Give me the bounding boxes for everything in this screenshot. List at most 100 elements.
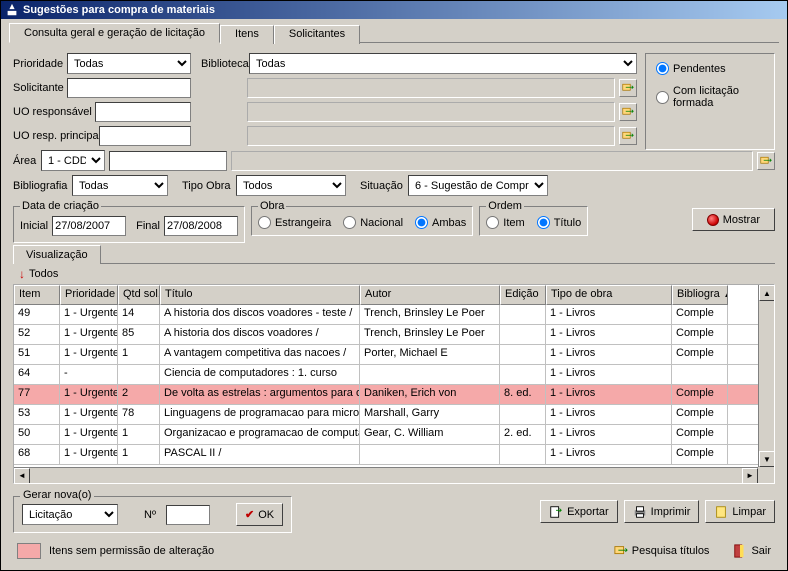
th-item[interactable]: Item — [14, 285, 60, 305]
prioridade-select[interactable]: Todas — [67, 53, 191, 74]
estrangeira-radio[interactable] — [258, 216, 271, 229]
data-inicial-input[interactable] — [52, 216, 126, 236]
table-row[interactable]: 501 - Urgente1Organizacao e programacao … — [14, 425, 758, 445]
table-cell: Gear, C. William — [360, 425, 500, 445]
limpar-label: Limpar — [732, 506, 766, 518]
table-cell: Comple — [672, 405, 728, 425]
app-icon — [5, 3, 19, 17]
th-prioridade[interactable]: Prioridade — [60, 285, 118, 305]
gerar-tipo-select[interactable]: Licitação — [22, 504, 118, 525]
tab-visualizacao[interactable]: Visualização — [13, 245, 101, 264]
table-row[interactable]: 531 - Urgente78Linguagens de programacao… — [14, 405, 758, 425]
uo-resp-code-input[interactable] — [95, 102, 191, 122]
label-ordem-item: Item — [503, 217, 524, 229]
uo-resp-lookup-button[interactable] — [619, 103, 637, 121]
table-row[interactable]: 521 - Urgente85A historia dos discos voa… — [14, 325, 758, 345]
pesquisa-titulos-link[interactable]: Pesquisa títulos — [632, 545, 710, 557]
sair-link[interactable]: Sair — [751, 545, 771, 557]
table-cell: 1 - Urgente — [60, 445, 118, 465]
nacional-radio[interactable] — [343, 216, 356, 229]
tab-itens[interactable]: Itens — [220, 25, 274, 44]
th-titulo[interactable]: Título — [160, 285, 360, 305]
label-ordem-titulo: Título — [554, 217, 582, 229]
numero-input[interactable] — [166, 505, 210, 525]
legend-data-criacao: Data de criação — [20, 200, 101, 212]
table-row[interactable]: 511 - Urgente1A vantagem competitiva das… — [14, 345, 758, 365]
label-estrangeira: Estrangeira — [275, 217, 331, 229]
data-final-input[interactable] — [164, 216, 238, 236]
table-cell: Trench, Brinsley Le Poer — [360, 305, 500, 325]
horizontal-scrollbar[interactable]: ◄ ► — [14, 467, 758, 483]
exportar-button[interactable]: Exportar — [540, 500, 618, 523]
com-licitacao-radio[interactable] — [656, 91, 669, 104]
table-cell — [672, 365, 728, 385]
biblioteca-select[interactable]: Todas — [249, 53, 637, 74]
area-select[interactable]: 1 - CDD — [41, 150, 105, 171]
tab-solicitantes[interactable]: Solicitantes — [274, 25, 360, 44]
table-cell: 85 — [118, 325, 160, 345]
export-icon — [549, 505, 563, 519]
tab-consulta[interactable]: Consulta geral e geração de licitação — [9, 23, 220, 43]
table-row[interactable]: 771 - Urgente2De volta as estrelas : arg… — [14, 385, 758, 405]
label-tipo-obra: Tipo Obra — [182, 180, 232, 192]
solicitante-display — [247, 78, 615, 98]
uo-resp-display — [247, 102, 615, 122]
th-autor[interactable]: Autor — [360, 285, 500, 305]
main-tabs: Consulta geral e geração de licitação It… — [9, 23, 779, 43]
label-uo-resp-principal: UO resp. principal — [13, 130, 95, 142]
table-cell: 14 — [118, 305, 160, 325]
th-bibliografia[interactable]: Bibliogra ▲ — [672, 285, 728, 305]
label-nacional: Nacional — [360, 217, 403, 229]
table-cell: 77 — [14, 385, 60, 405]
uo-resp-principal-code-input[interactable] — [99, 126, 191, 146]
table-cell: 52 — [14, 325, 60, 345]
ambas-radio[interactable] — [415, 216, 428, 229]
table-row[interactable]: 681 - Urgente1PASCAL II /1 - LivrosCompl… — [14, 445, 758, 465]
solicitante-code-input[interactable] — [67, 78, 191, 98]
th-edicao[interactable]: Edição — [500, 285, 546, 305]
bibliografia-select[interactable]: Todas — [72, 175, 168, 196]
area-lookup-button[interactable] — [757, 152, 775, 170]
solicitante-lookup-button[interactable] — [619, 79, 637, 97]
titlebar: Sugestões para compra de materiais — [1, 1, 787, 19]
viz-tabs: Visualização — [13, 245, 775, 264]
scroll-down-button[interactable]: ▼ — [759, 451, 775, 467]
scroll-left-button[interactable]: ◄ — [14, 468, 30, 484]
ordem-item-radio[interactable] — [486, 216, 499, 229]
clear-icon — [714, 505, 728, 519]
legend-obra: Obra — [258, 200, 286, 212]
table-cell: Trench, Brinsley Le Poer — [360, 325, 500, 345]
table-cell: 1 - Livros — [546, 385, 672, 405]
vertical-scrollbar[interactable]: ▲ ▼ — [758, 285, 774, 467]
table-cell: 64 — [14, 365, 60, 385]
imprimir-button[interactable]: Imprimir — [624, 500, 700, 523]
scroll-corner — [758, 467, 774, 483]
limpar-button[interactable]: Limpar — [705, 500, 775, 523]
ok-button[interactable]: ✔ OK — [236, 503, 283, 526]
legend-ordem: Ordem — [486, 200, 524, 212]
tipo-obra-select[interactable]: Todos — [236, 175, 346, 196]
table-cell: PASCAL II / — [160, 445, 360, 465]
label-area: Área — [13, 155, 37, 167]
th-tipo-obra[interactable]: Tipo de obra — [546, 285, 672, 305]
table-row[interactable]: 491 - Urgente14A historia dos discos voa… — [14, 305, 758, 325]
table-row[interactable]: 64-Ciencia de computadores : 1. curso1 -… — [14, 365, 758, 385]
legend-swatch — [17, 543, 41, 559]
table-cell: 1 — [118, 425, 160, 445]
scroll-right-button[interactable]: ► — [742, 468, 758, 484]
table-cell — [500, 325, 546, 345]
table-cell: 1 - Livros — [546, 325, 672, 345]
mostrar-button[interactable]: Mostrar — [692, 208, 775, 231]
scroll-up-button[interactable]: ▲ — [759, 285, 775, 301]
situacao-select[interactable]: 6 - Sugestão de Compra — [408, 175, 548, 196]
lookup-icon — [622, 82, 634, 94]
uo-resp-principal-lookup-button[interactable] — [619, 127, 637, 145]
area-code-input[interactable] — [109, 151, 227, 171]
data-criacao-group: Data de criação Inicial Final — [13, 200, 245, 243]
th-qtd[interactable]: Qtd sol. — [118, 285, 160, 305]
table-cell: Marshall, Garry — [360, 405, 500, 425]
pendentes-radio[interactable] — [656, 62, 669, 75]
table-cell: 2 — [118, 385, 160, 405]
gerar-nova-group: Gerar nova(o) Licitação Nº ✔ OK — [13, 496, 292, 533]
ordem-titulo-radio[interactable] — [537, 216, 550, 229]
